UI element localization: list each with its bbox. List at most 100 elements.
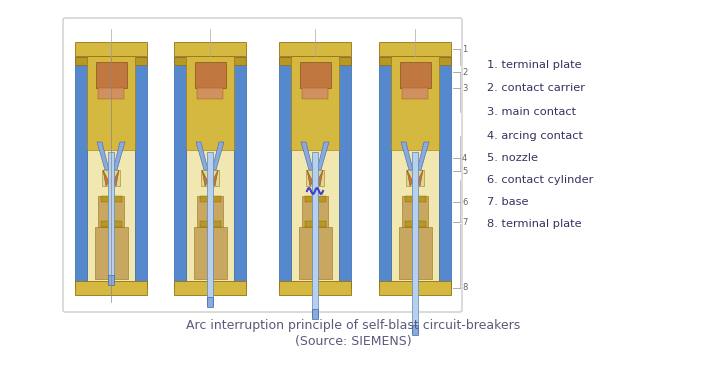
FancyBboxPatch shape	[63, 18, 462, 312]
Bar	[96, 62, 127, 88]
Polygon shape	[113, 170, 119, 186]
Bar	[75, 57, 87, 288]
Bar	[87, 56, 135, 150]
Text: Arc interruption principle of self-blast circuit-breakers: Arc interruption principle of self-blast…	[186, 319, 520, 332]
Bar	[402, 196, 428, 227]
Bar	[399, 227, 432, 279]
Bar	[200, 221, 221, 227]
Polygon shape	[97, 142, 109, 170]
Text: 5. nozzle: 5. nozzle	[487, 153, 538, 163]
Bar	[439, 57, 451, 288]
Bar	[174, 57, 186, 65]
Polygon shape	[212, 142, 224, 170]
Text: 2. contact carrier: 2. contact carrier	[487, 83, 585, 93]
Polygon shape	[212, 170, 218, 186]
Bar	[197, 196, 223, 227]
Polygon shape	[301, 142, 313, 170]
Polygon shape	[307, 170, 313, 186]
Bar	[135, 57, 147, 65]
Bar	[102, 170, 120, 186]
Bar	[234, 57, 246, 65]
Bar	[207, 152, 213, 305]
Bar	[174, 281, 246, 295]
Bar	[305, 196, 326, 202]
Bar	[101, 196, 122, 202]
Bar	[200, 196, 221, 202]
Bar	[291, 56, 339, 150]
Bar	[306, 170, 324, 186]
Polygon shape	[202, 170, 208, 186]
Text: 5: 5	[462, 166, 467, 175]
Text: 6. contact cylinder: 6. contact cylinder	[487, 175, 593, 185]
Bar	[405, 221, 426, 227]
Text: 1: 1	[462, 44, 467, 54]
Bar	[312, 152, 318, 317]
Bar	[391, 56, 439, 150]
Polygon shape	[417, 170, 423, 186]
Bar	[87, 56, 135, 281]
Bar	[305, 221, 326, 227]
Bar	[201, 170, 219, 186]
Polygon shape	[407, 170, 413, 186]
Bar	[302, 88, 328, 99]
Bar	[194, 227, 227, 279]
Text: 7. base: 7. base	[487, 197, 529, 207]
Bar	[279, 281, 351, 295]
Bar	[174, 57, 186, 288]
Bar	[339, 57, 351, 288]
Bar	[186, 56, 234, 150]
Text: 8: 8	[462, 283, 467, 293]
Polygon shape	[113, 142, 125, 170]
Bar	[135, 57, 147, 288]
Bar	[339, 57, 351, 65]
Bar	[108, 275, 114, 285]
Text: 8. terminal plate: 8. terminal plate	[487, 219, 582, 229]
Bar	[379, 281, 451, 295]
Bar	[299, 227, 332, 279]
Text: (Source: SIEMENS): (Source: SIEMENS)	[294, 334, 412, 347]
Bar	[312, 309, 318, 319]
Bar	[302, 196, 328, 227]
Text: 2: 2	[462, 67, 467, 77]
Text: 3: 3	[462, 84, 467, 92]
Bar	[195, 62, 226, 88]
Bar	[405, 196, 426, 202]
Polygon shape	[401, 142, 413, 170]
Text: 6: 6	[462, 198, 467, 206]
Bar	[186, 56, 234, 281]
Bar	[379, 42, 451, 56]
Text: 4. arcing contact: 4. arcing contact	[487, 131, 583, 141]
Text: 4: 4	[462, 154, 467, 162]
Bar	[98, 88, 124, 99]
Bar	[101, 221, 122, 227]
Bar	[412, 152, 418, 333]
Bar	[291, 56, 339, 281]
Bar	[279, 42, 351, 56]
Text: 3. main contact: 3. main contact	[487, 107, 576, 117]
Bar	[379, 57, 391, 288]
Bar	[402, 88, 428, 99]
Bar	[406, 170, 424, 186]
Text: 7: 7	[462, 218, 467, 226]
Polygon shape	[317, 170, 323, 186]
Bar	[379, 57, 391, 65]
Bar	[207, 297, 213, 307]
Polygon shape	[417, 142, 429, 170]
Bar	[174, 42, 246, 56]
Bar	[95, 227, 128, 279]
Bar	[412, 325, 418, 335]
Bar	[279, 57, 291, 65]
Bar	[234, 57, 246, 288]
Bar	[439, 57, 451, 65]
Bar	[279, 57, 291, 288]
Bar	[98, 196, 124, 227]
Bar	[75, 281, 147, 295]
Polygon shape	[317, 142, 329, 170]
Bar	[75, 42, 147, 56]
Bar	[391, 56, 439, 281]
Bar	[400, 62, 431, 88]
Polygon shape	[196, 142, 208, 170]
Polygon shape	[103, 170, 109, 186]
Text: 1. terminal plate: 1. terminal plate	[487, 60, 582, 70]
Bar	[197, 88, 223, 99]
